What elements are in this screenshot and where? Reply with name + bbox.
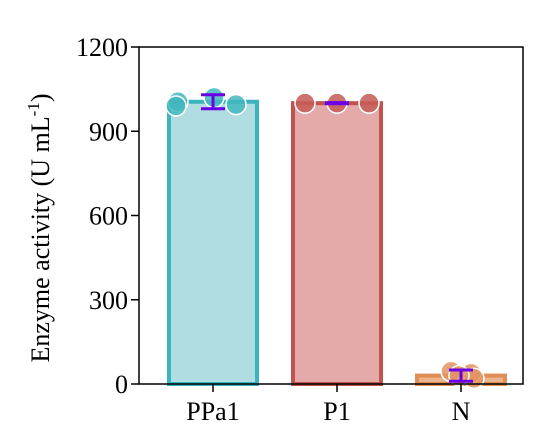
data-point-ppa1-4 [225,93,247,116]
y-axis-title-suffix: ) [26,93,55,102]
y-axis-title-superscript: -1 [24,102,43,116]
error-bar-n [449,368,473,383]
bar-p1 [291,101,383,387]
y-axis-title: Enzyme activity (U mL-1) [24,93,55,362]
bar-ppa1 [167,99,259,386]
data-point-ppa1-2 [165,95,187,117]
x-tick-label-n: N [452,397,471,426]
plot-area: 0 300 600 900 1200 PPa1 P1 N [76,33,524,426]
y-tick-label-900: 900 [89,117,128,146]
data-point-p1-1 [294,92,316,114]
y-axis-title-main: Enzyme activity (U mL [26,116,55,362]
y-tick-label-300: 300 [89,286,128,315]
y-tick-label-600: 600 [89,202,128,231]
error-bar-p1 [325,101,349,106]
x-tick-label-ppa1: PPa1 [186,397,239,426]
error-bar-ppa1 [201,93,225,111]
data-point-p1-3 [358,92,380,114]
y-tick-label-1200: 1200 [76,33,128,62]
y-tick-label-0: 0 [115,370,128,399]
x-tick-label-p1: P1 [323,397,350,426]
